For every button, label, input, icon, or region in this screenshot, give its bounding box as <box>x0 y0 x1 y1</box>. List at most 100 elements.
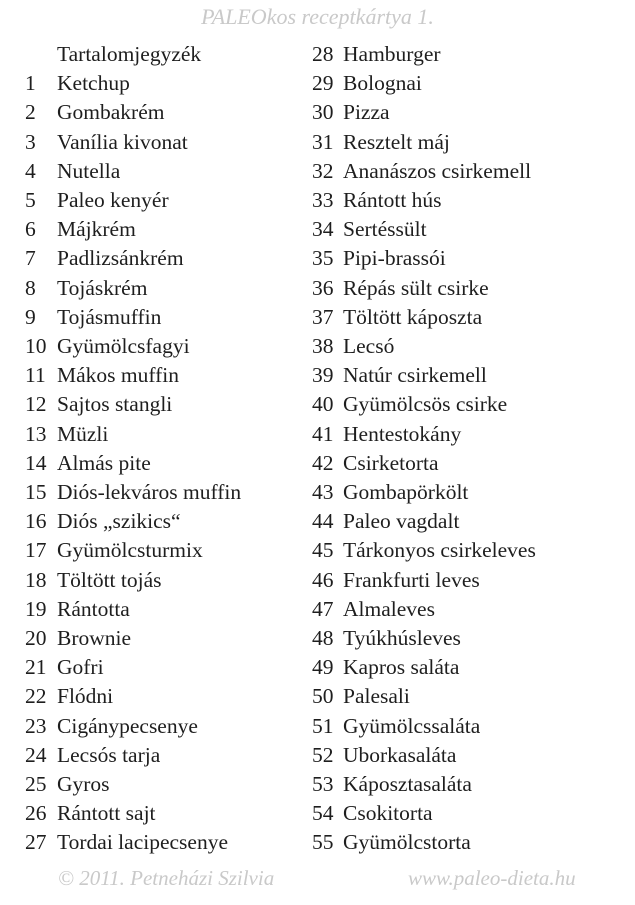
entry-title: Almás pite <box>57 450 151 475</box>
entry-title: Flódni <box>57 684 114 709</box>
page-header: PALEOkos receptkártya 1. <box>201 4 434 29</box>
entry-title: Sajtos stangli <box>57 392 173 417</box>
entry-title: Csokitorta <box>343 801 433 826</box>
entry-title: Gyümölcsturmix <box>57 538 203 563</box>
entry-title: Diós „szikics“ <box>57 509 181 534</box>
entry-number: 50 <box>312 684 334 709</box>
entry-title: Rántotta <box>57 596 130 621</box>
entry-number: 39 <box>312 363 334 388</box>
entry-number: 8 <box>25 275 36 300</box>
entry-title: Almaleves <box>343 596 435 621</box>
entry-number: 19 <box>25 596 47 621</box>
entry-number: 14 <box>25 450 47 475</box>
entry-number: 30 <box>312 100 334 125</box>
entry-title: Lecsó <box>343 334 395 358</box>
entry-number: 2 <box>25 100 36 125</box>
entry-title: Lecsós tarja <box>57 742 161 767</box>
entry-number: 5 <box>25 188 36 212</box>
entry-title: Pipi-brassói <box>343 246 446 271</box>
entry-title: Töltött tojás <box>57 567 162 592</box>
entry-number: 53 <box>312 772 334 796</box>
entry-number: 55 <box>312 830 334 855</box>
entry-number: 41 <box>312 421 334 446</box>
entry-title: Répás sült csirke <box>343 275 489 300</box>
entry-title: Májkrém <box>57 217 136 242</box>
entry-number: 37 <box>312 304 334 329</box>
entry-title: Töltött káposzta <box>343 304 483 329</box>
entry-title: Hamburger <box>343 42 441 66</box>
entry-title: Gyümölcsfagyi <box>57 334 190 358</box>
entry-number: 29 <box>312 71 334 96</box>
entry-number: 18 <box>25 567 47 592</box>
entry-number: 17 <box>25 538 47 563</box>
entry-number: 40 <box>312 392 334 417</box>
entry-number: 24 <box>25 742 47 767</box>
entry-number: 16 <box>25 509 47 534</box>
entry-title: Tojásmuffin <box>57 304 162 329</box>
entry-title: Brownie <box>57 626 132 650</box>
entry-title: Sertéssült <box>343 217 427 242</box>
entry-number: 28 <box>312 42 334 66</box>
entry-title: Resztelt máj <box>343 129 450 154</box>
entry-number: 35 <box>312 246 334 271</box>
entry-title: Palesali <box>343 684 410 709</box>
entry-number: 49 <box>312 655 334 680</box>
entry-title: Nutella <box>57 158 121 183</box>
entry-title: Tojáskrém <box>57 275 148 300</box>
entry-title: Rántott sajt <box>57 801 156 826</box>
entry-number: 11 <box>25 363 46 388</box>
entry-number: 4 <box>25 158 36 183</box>
entry-number: 1 <box>25 71 36 96</box>
entry-title: Uborkasaláta <box>343 742 457 767</box>
entry-number: 3 <box>25 129 36 154</box>
entry-title: Vanília kivonat <box>57 129 188 154</box>
entry-title: Gombakrém <box>57 100 165 125</box>
entry-title: Káposztasaláta <box>343 772 472 796</box>
entry-number: 48 <box>312 626 334 650</box>
entry-title: Gyümölcstorta <box>343 830 471 855</box>
entry-title: Tárkonyos csirkeleves <box>343 538 536 563</box>
entry-title: Rántott hús <box>343 188 442 212</box>
entry-number: 10 <box>25 334 47 358</box>
entry-title: Pizza <box>343 100 390 125</box>
entry-number: 42 <box>312 450 334 475</box>
entry-number: 20 <box>25 626 47 650</box>
entry-number: 6 <box>25 217 36 242</box>
entry-title: Paleo kenyér <box>57 188 169 212</box>
entry-title: Ananászos csirkemell <box>343 158 532 183</box>
entry-number: 9 <box>25 304 36 329</box>
toc-title: Tartalomjegyzék <box>57 42 202 66</box>
entry-number: 21 <box>25 655 47 680</box>
entry-title: Kapros saláta <box>343 655 460 680</box>
entry-number: 36 <box>312 275 334 300</box>
entry-title: Gyümölcssaláta <box>343 713 481 738</box>
entry-number: 12 <box>25 392 47 417</box>
entry-number: 15 <box>25 480 47 504</box>
entry-number: 52 <box>312 742 334 767</box>
footer-website: www.paleo-dieta.hu <box>408 866 576 890</box>
entry-number: 27 <box>25 830 47 855</box>
entry-title: Gyümölcsös csirke <box>343 392 508 417</box>
entry-title: Gofri <box>57 655 104 680</box>
entry-number: 38 <box>312 334 334 358</box>
entry-number: 34 <box>312 217 334 242</box>
entry-title: Tyúkhúsleves <box>343 626 461 650</box>
entry-number: 33 <box>312 188 334 212</box>
entry-number: 7 <box>25 246 36 271</box>
entry-title: Paleo vagdalt <box>343 509 460 534</box>
entry-title: Natúr csirkemell <box>343 363 487 388</box>
entry-title: Cigánypecsenye <box>57 713 198 738</box>
entry-title: Müzli <box>57 421 109 446</box>
entry-title: Bolognai <box>343 71 422 96</box>
entry-number: 25 <box>25 772 47 796</box>
entry-title: Hentestokány <box>343 421 462 446</box>
entry-title: Frankfurti leves <box>343 567 480 592</box>
footer-copyright: © 2011. Petneházi Szilvia <box>58 866 275 890</box>
entry-title: Padlizsánkrém <box>57 246 184 271</box>
entry-number: 44 <box>312 509 334 534</box>
entry-number: 54 <box>312 801 334 826</box>
entry-number: 43 <box>312 480 334 504</box>
entry-number: 47 <box>312 596 334 621</box>
entry-title: Gyros <box>57 772 110 796</box>
